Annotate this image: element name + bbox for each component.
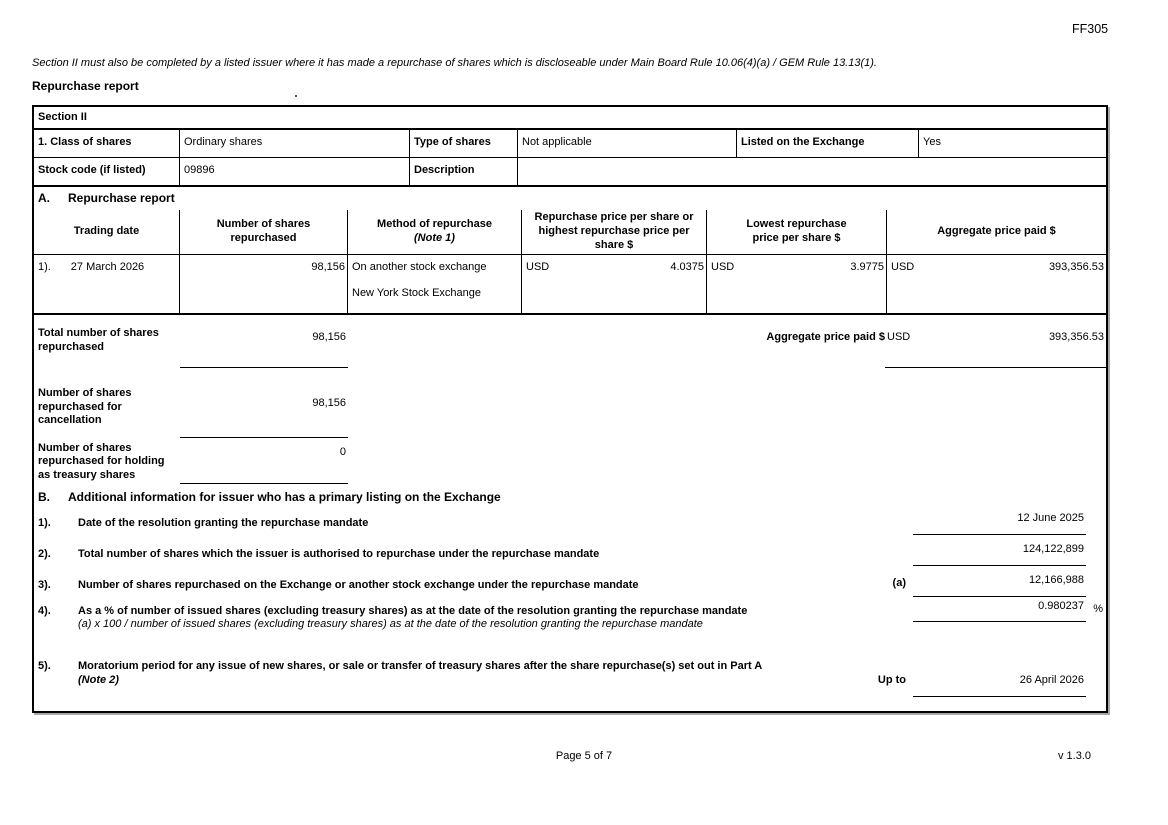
treasury-shares-value: 0 (180, 440, 348, 485)
cancellation-shares-value: 98,156 (180, 385, 348, 438)
intro-note: Section II must also be completed by a l… (32, 57, 877, 69)
cell-price-low: USD 3.9775 (707, 255, 887, 315)
description-label: Description (410, 158, 518, 185)
item-3-marker: (a) (892, 576, 906, 589)
total-shares-row: Total number of shares repurchased 98,15… (34, 325, 1106, 368)
cell-trading-date: 1). 27 March 2026 (34, 255, 180, 315)
stray-mark (295, 95, 297, 97)
cell-method: On another stock exchange New York Stock… (348, 255, 522, 315)
currency-code: USD (526, 261, 550, 273)
part-a-title: Repurchase report (68, 191, 175, 205)
part-b-heading: B. Additional information for issuer who… (34, 490, 1106, 505)
stock-code-value: 09896 (180, 158, 410, 185)
col-header-price-high: Repurchase price per share or highest re… (522, 210, 707, 255)
item-percentage: 4). As a % of number of issued shares (e… (38, 599, 1103, 633)
currency-code: USD (711, 261, 735, 273)
cell-num-shares: 98,156 (180, 255, 348, 315)
price-low-value: 3.9775 (850, 261, 884, 273)
item-2-label: Total number of shares which the issuer … (78, 548, 600, 560)
item-5-label: Moratorium period for any issue of new s… (78, 660, 888, 688)
currency-code: USD (891, 261, 915, 273)
description-value (518, 158, 1106, 185)
report-table: Section II 1. Class of shares Ordinary s… (32, 105, 1108, 713)
percentage-value: 0.980237 (1038, 599, 1084, 612)
item-1-value-line: 12 June 2025 (913, 512, 1086, 535)
part-b-letter: B. (38, 490, 50, 505)
part-a-letter: A. (38, 191, 50, 205)
item-authorised-shares: 2). Total number of shares which the iss… (34, 543, 1106, 566)
method-exchange-name: New York Stock Exchange (352, 286, 482, 299)
up-to-label: Up to (877, 674, 906, 686)
repurchase-data-table: Trading date Number of shares repurchase… (34, 210, 1106, 315)
total-shares-value: 98,156 (180, 325, 348, 368)
col-header-aggregate: Aggregate price paid $ (887, 210, 1106, 255)
part-a-heading: A. Repurchase report (34, 187, 1106, 210)
resolution-date-value: 12 June 2025 (1017, 512, 1084, 525)
item-5-note-ref: (Note 2) (78, 673, 119, 686)
class-of-shares-label: 1. Class of shares (34, 130, 180, 157)
item-moratorium: 5). Moratorium period for any issue of n… (34, 660, 1106, 697)
item-2-value-line: 124,122,899 (913, 543, 1086, 566)
item-resolution-date: 1). Date of the resolution granting the … (34, 512, 1106, 535)
aggregate-total-box: USD 393,356.53 (885, 325, 1106, 368)
part-b-title: Additional information for issuer who ha… (68, 490, 501, 505)
section-ii-header: Section II (34, 107, 1106, 130)
treasury-shares-label: Number of shares repurchased for holding… (38, 441, 165, 482)
currency-code: USD (887, 331, 911, 343)
method-note-ref: (Note 1) (414, 232, 455, 244)
item-1-label: Date of the resolution granting the repu… (78, 517, 369, 530)
item-4-formula-note: (a) x 100 / number of issued shares (exc… (78, 618, 703, 631)
cancellation-shares-row: Number of shares repurchased for cancell… (34, 385, 1106, 438)
total-shares-label: Total number of shares repurchased (38, 327, 159, 353)
page-number: Page 5 of 7 (555, 750, 613, 762)
stock-code-row: Stock code (if listed) 09896 Description (34, 158, 1106, 187)
cell-price-high: USD 4.0375 (522, 255, 707, 315)
trading-date-value: 27 March 2026 (70, 261, 145, 273)
item-3-label: Number of shares repurchased on the Exch… (78, 578, 639, 591)
col-header-trading-date: Trading date (34, 210, 180, 255)
listed-on-exchange-label: Listed on the Exchange (737, 130, 919, 157)
col-header-num-shares: Number of shares repurchased (180, 210, 348, 255)
item-5-value-line: 26 April 2026 (913, 674, 1086, 697)
moratorium-date-value: 26 April 2026 (1019, 674, 1084, 686)
version-label: v 1.3.0 (1058, 750, 1092, 762)
col-header-price-low: Lowest repurchase price per share $ (707, 210, 887, 255)
item-4-value-line: 0.980237 (913, 600, 1086, 623)
row-index: 1). (38, 261, 51, 273)
price-high-value: 4.0375 (670, 261, 704, 273)
listed-on-exchange-value: Yes (923, 136, 941, 148)
method-type: On another stock exchange (352, 261, 487, 273)
item-repurchased-under-mandate: 3). Number of shares repurchased on the … (34, 574, 1106, 597)
cancellation-shares-label: Number of shares repurchased for cancell… (38, 386, 132, 427)
percent-sign: % (1093, 602, 1103, 615)
aggregate-total-label: Aggregate price paid $ (766, 331, 885, 343)
item-4-label: As a % of number of issued shares (exclu… (78, 605, 888, 633)
aggregate-total-value: 393,356.53 (1048, 331, 1104, 343)
type-of-shares-value: Not applicable (518, 130, 737, 157)
page-title: Repurchase report (32, 79, 139, 93)
aggregate-total-group: Aggregate price paid $ USD 393,356.53 (766, 325, 1106, 368)
cell-aggregate: USD 393,356.53 (887, 255, 1106, 315)
stock-code-label: Stock code (if listed) (34, 158, 180, 185)
type-of-shares-label: Type of shares (410, 130, 518, 157)
treasury-shares-row: Number of shares repurchased for holding… (34, 440, 1106, 485)
item-3-value-line: 12,166,988 (913, 574, 1086, 597)
class-of-shares-row: 1. Class of shares Ordinary shares Type … (34, 130, 1106, 158)
repurchased-under-mandate-value: 12,166,988 (1028, 573, 1084, 586)
authorised-shares-value: 124,122,899 (1022, 543, 1084, 555)
form-code: FF305 (1072, 22, 1109, 36)
col-header-method: Method of repurchase (Note 1) (348, 210, 522, 255)
class-of-shares-value: Ordinary shares (180, 130, 410, 157)
aggregate-value: 393,356.53 (1048, 261, 1104, 273)
